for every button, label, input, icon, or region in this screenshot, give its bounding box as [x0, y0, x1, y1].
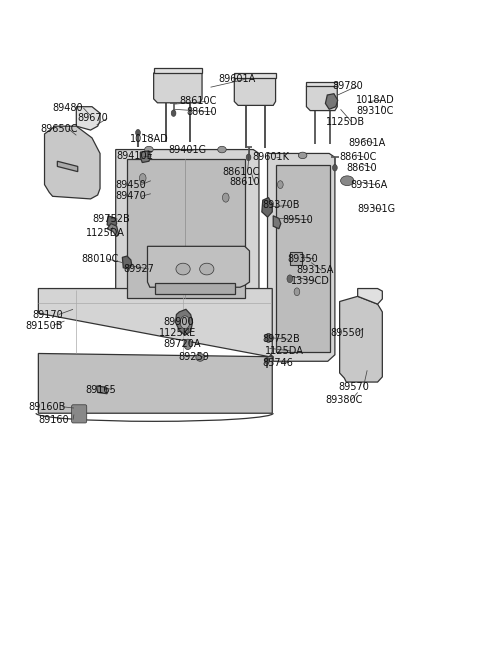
Circle shape	[294, 288, 300, 295]
Text: 89450: 89450	[116, 179, 146, 189]
Text: 89410E: 89410E	[117, 151, 154, 161]
Text: 89550J: 89550J	[330, 328, 364, 338]
Polygon shape	[127, 159, 245, 298]
Text: 89160B: 89160B	[29, 402, 66, 412]
Text: 89650C: 89650C	[41, 124, 78, 134]
Circle shape	[277, 181, 283, 189]
Text: 1125DA: 1125DA	[264, 346, 303, 356]
Polygon shape	[96, 386, 107, 394]
Circle shape	[184, 339, 192, 350]
Text: 89601A: 89601A	[219, 75, 256, 84]
Ellipse shape	[341, 176, 354, 185]
Ellipse shape	[218, 146, 226, 153]
Circle shape	[333, 164, 337, 171]
Ellipse shape	[196, 354, 204, 362]
Polygon shape	[154, 67, 202, 73]
Text: 89720A: 89720A	[163, 339, 201, 349]
Text: 89259: 89259	[179, 352, 209, 362]
Text: 89670: 89670	[78, 113, 108, 123]
Text: 89752B: 89752B	[263, 334, 300, 344]
Text: 88610C: 88610C	[222, 166, 259, 177]
Text: 89900: 89900	[163, 316, 194, 327]
Text: 1339CD: 1339CD	[291, 276, 330, 286]
Text: 89380C: 89380C	[325, 395, 363, 405]
Text: 89350: 89350	[288, 253, 318, 264]
Text: 89752B: 89752B	[92, 214, 130, 224]
Text: 89401G: 89401G	[169, 145, 207, 155]
Polygon shape	[45, 126, 100, 199]
Text: 89316A: 89316A	[350, 179, 388, 189]
Circle shape	[180, 316, 190, 329]
Text: 89370B: 89370B	[263, 200, 300, 210]
Text: 89480: 89480	[53, 103, 83, 113]
Polygon shape	[325, 94, 338, 109]
Ellipse shape	[176, 263, 190, 275]
Text: 89165: 89165	[86, 385, 117, 395]
Text: 1018AD: 1018AD	[356, 95, 395, 105]
Polygon shape	[38, 289, 272, 357]
Text: 88610: 88610	[229, 177, 260, 187]
Text: 89601A: 89601A	[348, 138, 385, 148]
Circle shape	[264, 358, 269, 364]
Text: 85746: 85746	[263, 358, 294, 367]
Polygon shape	[57, 161, 78, 172]
Text: 1125DA: 1125DA	[86, 229, 125, 238]
Text: 88010C: 88010C	[81, 253, 119, 264]
Polygon shape	[306, 82, 337, 86]
Text: 89160: 89160	[38, 415, 69, 424]
Polygon shape	[155, 284, 235, 293]
Text: 89510: 89510	[283, 215, 313, 225]
Ellipse shape	[144, 146, 153, 153]
Text: 1125DB: 1125DB	[326, 117, 365, 127]
Circle shape	[246, 154, 251, 160]
Polygon shape	[122, 256, 132, 269]
Text: 89315A: 89315A	[296, 265, 333, 275]
Circle shape	[287, 275, 293, 283]
Polygon shape	[107, 223, 119, 236]
Circle shape	[265, 333, 272, 343]
Polygon shape	[234, 73, 276, 78]
Circle shape	[222, 193, 229, 202]
Text: 89170: 89170	[32, 310, 63, 320]
Text: 89301G: 89301G	[357, 204, 396, 214]
Polygon shape	[340, 296, 383, 382]
Text: 88610: 88610	[187, 107, 217, 117]
Polygon shape	[154, 73, 202, 103]
Polygon shape	[273, 215, 281, 229]
Polygon shape	[176, 309, 192, 335]
Ellipse shape	[299, 152, 307, 159]
Polygon shape	[276, 165, 330, 352]
Circle shape	[136, 130, 140, 136]
Polygon shape	[306, 86, 337, 111]
Text: 89927: 89927	[124, 264, 155, 274]
Circle shape	[139, 174, 146, 183]
Circle shape	[171, 110, 176, 117]
Text: 1018AD: 1018AD	[130, 134, 168, 144]
Text: 89470: 89470	[116, 191, 146, 201]
Polygon shape	[267, 153, 335, 362]
Polygon shape	[116, 149, 259, 313]
Bar	[290, 252, 301, 265]
Polygon shape	[262, 198, 272, 217]
Text: 88610: 88610	[347, 162, 377, 173]
Text: 89780: 89780	[333, 81, 363, 91]
Polygon shape	[147, 246, 250, 288]
Ellipse shape	[200, 263, 214, 275]
Polygon shape	[76, 107, 100, 130]
Polygon shape	[107, 215, 117, 227]
Text: 89601K: 89601K	[253, 153, 290, 162]
Polygon shape	[358, 289, 383, 304]
Polygon shape	[38, 354, 272, 413]
Polygon shape	[234, 78, 276, 105]
Text: 89570: 89570	[338, 383, 369, 392]
Text: 88610C: 88610C	[340, 153, 377, 162]
Polygon shape	[140, 151, 151, 162]
Text: 1125KE: 1125KE	[159, 328, 197, 338]
Text: 89150B: 89150B	[25, 320, 62, 331]
FancyBboxPatch shape	[72, 405, 87, 423]
Text: 88610C: 88610C	[180, 96, 217, 107]
Text: 89310C: 89310C	[356, 106, 394, 116]
